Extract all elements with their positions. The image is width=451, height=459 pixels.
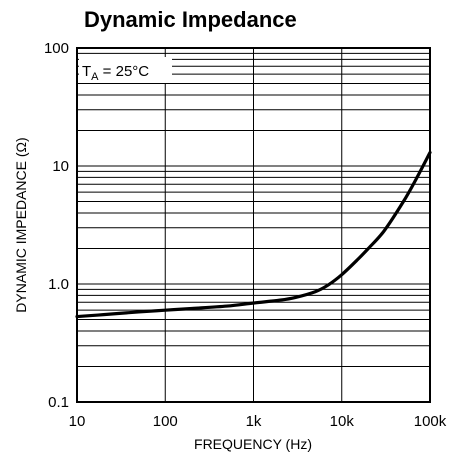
temperature-annotation: TA = 25°C xyxy=(79,57,172,83)
x-tick-label: 10 xyxy=(69,413,86,430)
x-tick-label: 10k xyxy=(330,413,355,430)
plot-frame xyxy=(76,47,431,403)
y-tick-label: 100 xyxy=(44,40,69,57)
annotation-text: TA = 25°C xyxy=(82,63,149,83)
x-tick-label: 100 xyxy=(153,413,178,430)
annotation-background xyxy=(79,57,172,83)
impedance-curve xyxy=(75,150,432,319)
y-tick-label: 0.1 xyxy=(48,394,69,411)
grid xyxy=(77,48,430,402)
series xyxy=(75,150,432,319)
x-tick-label: 1k xyxy=(246,413,262,430)
y-tick-label: 1.0 xyxy=(48,276,69,293)
x-axis-label: FREQUENCY (Hz) xyxy=(194,436,312,452)
y-tick-label: 10 xyxy=(52,158,69,175)
y-axis-label: DYNAMIC IMPEDANCE (Ω) xyxy=(13,137,29,312)
chart-title: Dynamic Impedance xyxy=(84,7,297,32)
tick-labels: 10 100 1k 10k 100k 0.1 1.0 10 100 xyxy=(44,40,447,430)
x-tick-label: 100k xyxy=(414,413,447,430)
